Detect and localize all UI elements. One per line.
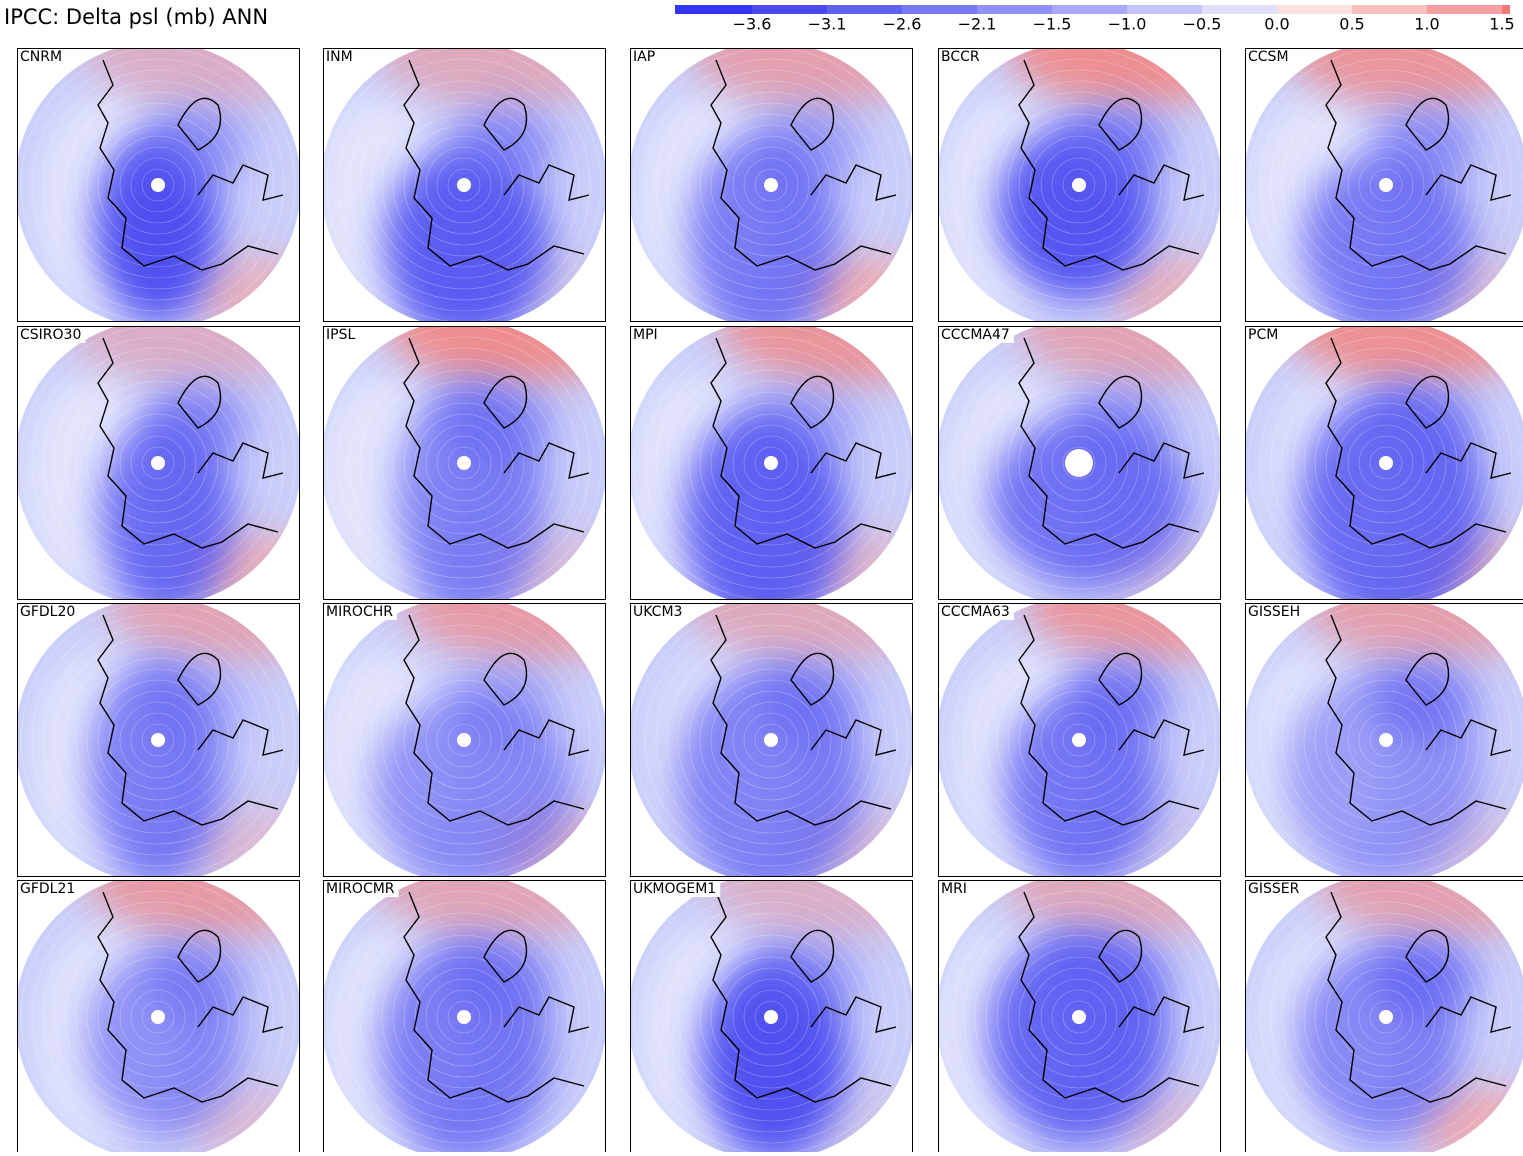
panel-label: CNRM (20, 49, 62, 65)
figure-title: IPCC: Delta psl (mb) ANN (4, 5, 268, 29)
pole-dot (151, 178, 165, 192)
pole-dot (457, 733, 471, 747)
negative-region (454, 105, 554, 185)
map-panel: CCSM (1243, 0, 1523, 338)
negative-region (454, 660, 554, 740)
pole-dot (1065, 449, 1093, 477)
panel-label: CCCMA63 (941, 604, 1010, 620)
panel-label: IAP (633, 49, 655, 65)
panel-label: PCM (1248, 327, 1278, 343)
pole-dot (1379, 178, 1393, 192)
pole-dot (457, 178, 471, 192)
pole-dot (457, 456, 471, 470)
pole-dot (457, 1010, 471, 1024)
colorbar-label: 0.5 (1339, 15, 1364, 34)
panel-label: MPI (633, 327, 658, 343)
pole-dot (1072, 1010, 1086, 1024)
panel-label: MIROCHR (326, 604, 393, 620)
colorbar-segment (1052, 5, 1127, 14)
colorbar-segment (1202, 5, 1277, 14)
negative-region (761, 660, 861, 740)
map-panel: CNRM (15, 0, 341, 335)
negative-region (1069, 660, 1169, 740)
colorbar-label: −2.6 (883, 15, 922, 34)
panel-label: GISSER (1248, 881, 1300, 897)
negative-region (148, 383, 248, 463)
pole-dot (764, 733, 778, 747)
map-panel: BCCR (934, 0, 1267, 335)
pole-dot (151, 456, 165, 470)
panel-label: GFDL20 (20, 604, 75, 620)
colorbar-label: −1.5 (1033, 15, 1072, 34)
negative-region (1069, 105, 1169, 185)
negative-region (148, 937, 248, 1017)
colorbar-label: 0.0 (1264, 15, 1289, 34)
colorbar-segment (1502, 5, 1510, 14)
negative-region (761, 105, 861, 185)
colorbar-label: −3.6 (733, 15, 772, 34)
panel-label: CCCMA47 (941, 327, 1010, 343)
negative-region (1376, 383, 1476, 463)
colorbar-segment (752, 5, 827, 14)
map-panel: INM (306, 0, 636, 342)
pole-dot (764, 178, 778, 192)
pole-dot (1072, 178, 1086, 192)
colorbar-segment (675, 5, 752, 14)
negative-region (1376, 105, 1476, 185)
pole-dot (151, 733, 165, 747)
pole-dot (764, 1010, 778, 1024)
colorbar-label: 1.5 (1489, 15, 1514, 34)
colorbar-label: −0.5 (1183, 15, 1222, 34)
pole-dot (1379, 456, 1393, 470)
negative-region (1069, 937, 1169, 1017)
negative-region (761, 937, 861, 1017)
pole-dot (1379, 733, 1393, 747)
panel-label: UKCM3 (633, 604, 682, 620)
pole-dot (151, 1010, 165, 1024)
panel-label: CCSM (1248, 49, 1289, 65)
panel-label: CSIRO30 (20, 327, 81, 343)
colorbar-label: 1.0 (1414, 15, 1439, 34)
pole-dot (1072, 733, 1086, 747)
colorbar-segment (1352, 5, 1427, 14)
figure: IPCC: Delta psl (mb) ANN −3.6 −3.1 −2.6 −2.… (0, 0, 1523, 1152)
panel-label: IPSL (326, 327, 355, 343)
map-area (628, 0, 948, 343)
colorbar-label: −1.0 (1108, 15, 1147, 34)
page: {"title": "IPCC: Delta psl (mb) ANN", "c… (0, 0, 1523, 1152)
colorbar-segment (902, 5, 977, 14)
panel-label: MRI (941, 881, 967, 897)
pole-dot (1379, 1010, 1393, 1024)
colorbar-segment (977, 5, 1052, 14)
colorbar-segment (1127, 5, 1202, 14)
colorbar-segment (1427, 5, 1502, 14)
negative-region (454, 937, 554, 1017)
panel-label: GFDL21 (20, 881, 75, 897)
colorbar-label: −2.1 (958, 15, 997, 34)
colorbar-label: −3.1 (808, 15, 847, 34)
negative-region (454, 383, 554, 463)
colorbar-segment (827, 5, 902, 14)
negative-region (148, 105, 248, 185)
panel-label: INM (326, 49, 353, 65)
panel-label: MIROCMR (326, 881, 395, 897)
negative-region (761, 383, 861, 463)
negative-region (1376, 937, 1476, 1017)
map-panel: IAP (628, 0, 948, 343)
panel-label: UKMOGEM1 (633, 881, 716, 897)
panel-label: GISSEH (1248, 604, 1300, 620)
panel-label: BCCR (941, 49, 980, 65)
map-area (934, 0, 1267, 335)
negative-region (148, 660, 248, 740)
colorbar-segment (1277, 5, 1352, 14)
pole-dot (764, 456, 778, 470)
negative-region (1376, 660, 1476, 740)
